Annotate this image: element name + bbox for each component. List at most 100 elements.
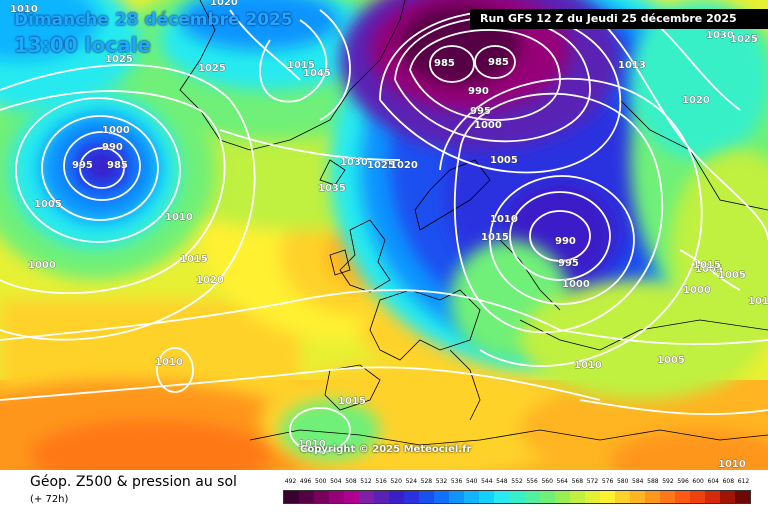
pressure-label: 1020 — [682, 95, 710, 106]
pressure-label: 1005 — [490, 155, 518, 166]
pressure-label: 1010 — [748, 296, 768, 307]
scale-swatch — [374, 491, 390, 503]
legend-subtitle: (+ 72h) — [30, 494, 69, 505]
weather-map: 1010 1020 1025 1015 1045 1025 985 985 99… — [0, 0, 768, 470]
scale-swatch — [659, 491, 675, 503]
scale-swatch — [689, 491, 705, 503]
scale-swatch — [554, 491, 570, 503]
scale-swatch — [509, 491, 525, 503]
scale-bar — [283, 490, 751, 504]
scale-tick-label: 532 — [435, 478, 448, 485]
scale-tick-label: 504 — [330, 478, 342, 485]
scale-swatch — [419, 491, 435, 503]
pressure-label: 985 — [107, 160, 128, 171]
geopotential-field — [0, 0, 768, 470]
scale-tick-label: 508 — [345, 478, 357, 485]
pressure-label: 1005 — [695, 264, 723, 275]
scale-tick-label: 580 — [616, 478, 629, 485]
pressure-label: 1000 — [28, 260, 56, 271]
scale-swatch — [344, 491, 360, 503]
pressure-label: 990 — [102, 142, 123, 153]
scale-tick-label: 600 — [692, 478, 704, 485]
pressure-label: 1010 — [298, 439, 326, 450]
pressure-label: 1035 — [318, 183, 346, 194]
isobars — [0, 9, 768, 453]
pressure-label: 1010 — [165, 212, 193, 223]
scale-tick-label: 592 — [662, 478, 674, 485]
valid-date: Dimanche 28 décembre 2025 — [14, 10, 293, 30]
copyright-notice: Copyright © 2025 Meteociel.fr — [300, 444, 472, 455]
pressure-label: 1020 — [196, 275, 224, 286]
scale-tick-label: 612 — [737, 478, 750, 485]
pressure-label: 995 — [470, 106, 491, 117]
scale-tick-label: 528 — [420, 478, 433, 485]
pressure-label: 990 — [468, 86, 489, 97]
pressure-label: 1015 — [338, 396, 366, 407]
scale-swatch — [524, 491, 540, 503]
scale-tick-label: 560 — [541, 478, 553, 485]
scale-tick-label: 604 — [707, 478, 719, 485]
scale-tick-label: 576 — [601, 478, 614, 485]
pressure-label: 985 — [488, 57, 509, 68]
pressure-label: 1015 — [481, 232, 509, 243]
scale-tick-label: 544 — [481, 478, 493, 485]
legend-footer: Géop. Z500 & pression au sol (+ 72h) 492… — [0, 470, 768, 512]
scale-swatch — [389, 491, 405, 503]
scale-swatch — [434, 491, 450, 503]
scale-swatch — [464, 491, 480, 503]
pressure-label: 1025 — [730, 34, 758, 45]
scale-tick-label: 564 — [556, 478, 568, 485]
scale-tick-label: 500 — [315, 478, 327, 485]
scale-tick-label: 552 — [511, 478, 523, 485]
coastlines — [179, 0, 768, 446]
pressure-label: 995 — [558, 258, 579, 269]
scale-tick-label: 572 — [586, 478, 599, 485]
pressure-label: 1010 — [155, 357, 183, 368]
scale-swatch — [299, 491, 315, 503]
pressure-label: 1000 — [474, 120, 502, 131]
pressure-label: 1000 — [102, 125, 130, 136]
scale-swatch — [734, 491, 750, 503]
pressure-label: 1020 — [210, 0, 238, 8]
scale-tick-label: 584 — [632, 478, 644, 485]
scale-tick-label: 608 — [722, 478, 735, 485]
pressure-label: 990 — [555, 236, 576, 247]
pressure-label: 1015 — [287, 60, 315, 71]
scale-swatch — [599, 491, 615, 503]
pressure-label: 1020 — [390, 160, 418, 171]
pressure-labels: 1010 1020 1025 1015 1045 1025 985 985 99… — [10, 0, 768, 470]
legend-title: Géop. Z500 & pression au sol — [30, 474, 237, 490]
pressure-label: 1000 — [562, 279, 590, 290]
pressure-label: 1030 — [706, 30, 734, 41]
pressure-label: 1025 — [105, 54, 133, 65]
pressure-label: 995 — [72, 160, 93, 171]
scale-swatch — [674, 491, 690, 503]
scale-swatch — [719, 491, 735, 503]
scale-swatch — [494, 491, 510, 503]
pressure-label: 1000 — [683, 285, 711, 296]
scale-swatch — [704, 491, 720, 503]
pressure-label: 1013 — [618, 60, 646, 71]
pressure-label: 1030 — [340, 157, 368, 168]
pressure-label: 1010 — [574, 360, 602, 371]
scale-tick-label: 568 — [571, 478, 584, 485]
pressure-label: 1010 — [718, 459, 746, 470]
scale-swatch — [539, 491, 555, 503]
scale-tick-label: 540 — [465, 478, 478, 485]
scale-swatch — [449, 491, 465, 503]
map-svg: 1010 1020 1025 1015 1045 1025 985 985 99… — [0, 0, 768, 470]
colour-scale: 492 496 500 504 508 512 516 520 524 528 532 536 540 5… — [283, 478, 751, 510]
scale-swatch — [644, 491, 660, 503]
scale-swatch — [569, 491, 585, 503]
scale-swatch — [629, 491, 645, 503]
scale-swatch — [584, 491, 600, 503]
scale-tick-label: 588 — [647, 478, 659, 485]
pressure-label: 1015 — [693, 260, 721, 271]
scale-labels: 492 496 500 504 508 512 516 520 524 528 532 536 540 5… — [283, 478, 751, 490]
scale-swatch — [329, 491, 345, 503]
scale-tick-label: 496 — [299, 478, 312, 485]
pressure-label: 1010 — [10, 4, 38, 15]
pressure-label: 1005 — [718, 270, 746, 281]
valid-time: 13:00 locale — [14, 33, 151, 57]
